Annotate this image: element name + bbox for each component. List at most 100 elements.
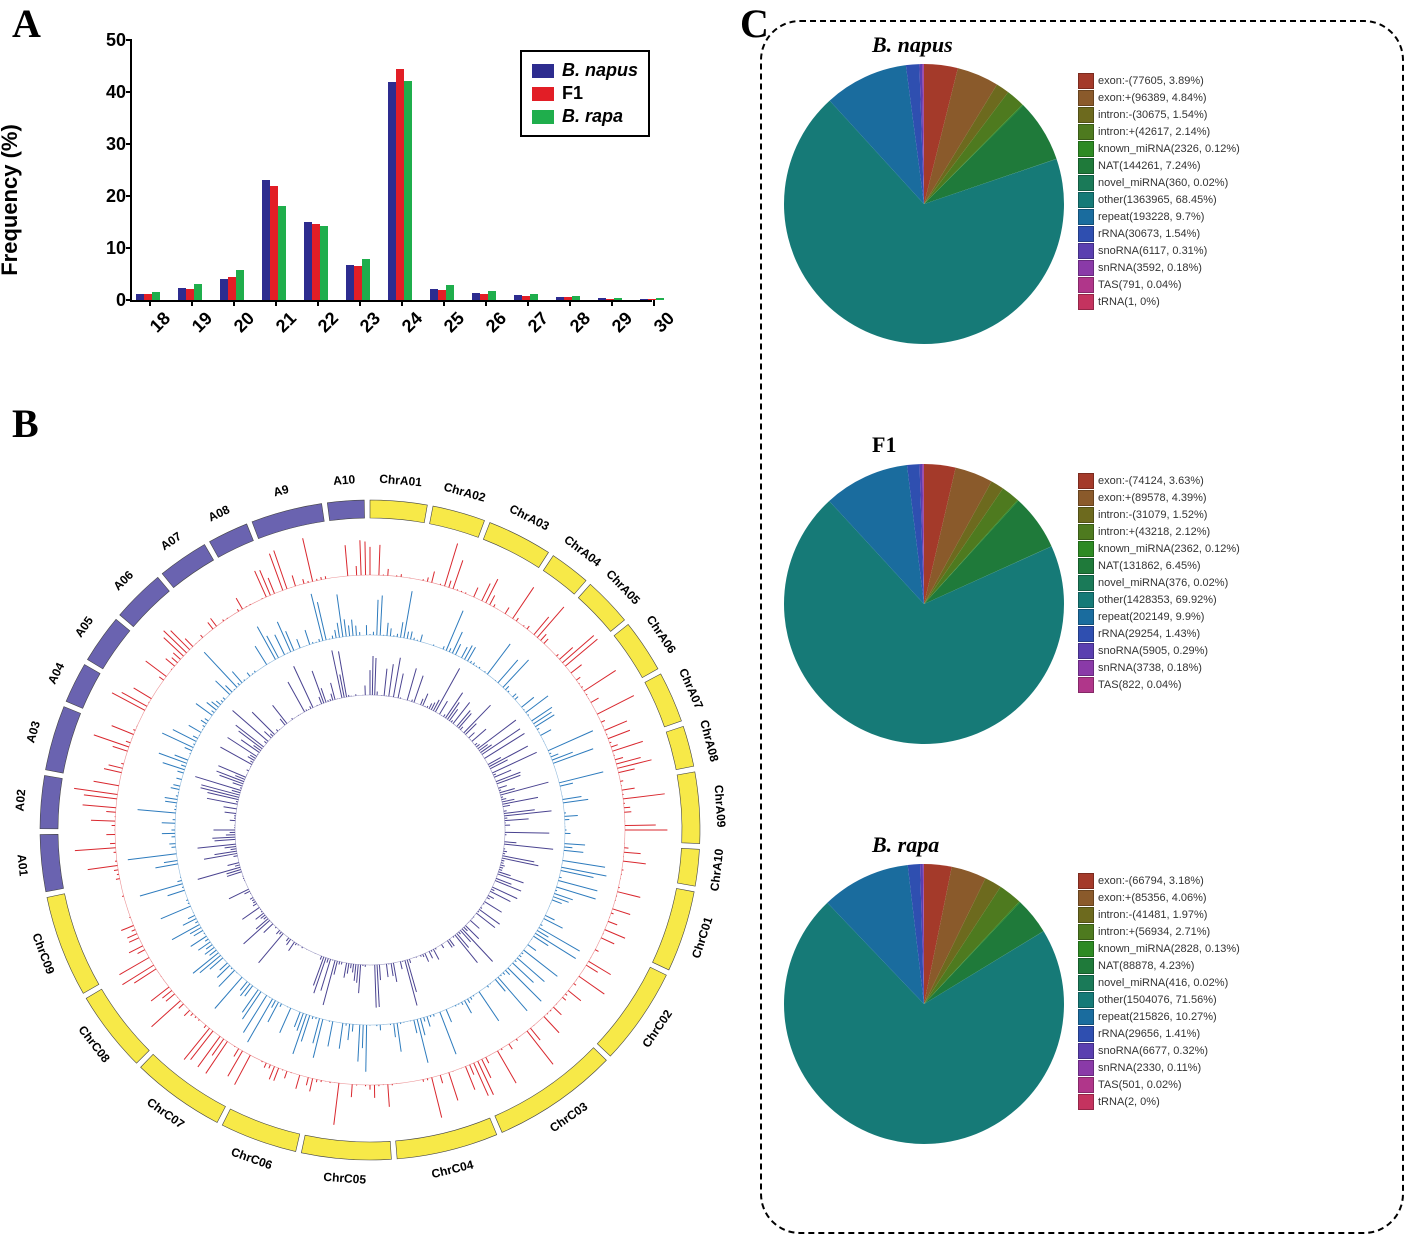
pie-legend-swatch bbox=[1078, 575, 1094, 591]
bar bbox=[152, 292, 160, 300]
pie-legend-swatch bbox=[1078, 1026, 1094, 1042]
legend-swatch bbox=[532, 87, 554, 101]
bar bbox=[354, 266, 362, 300]
pie-legend-swatch bbox=[1078, 1077, 1094, 1093]
pie-legend-text: rRNA(29254, 1.43%) bbox=[1098, 628, 1200, 640]
pie-legend-row: intron:+(56934, 2.71%) bbox=[1078, 924, 1240, 940]
pie-legend-text: intron:+(56934, 2.71%) bbox=[1098, 926, 1210, 938]
pie-legend-text: exon:+(89578, 4.39%) bbox=[1098, 492, 1207, 504]
chromosome-label: A05 bbox=[72, 614, 96, 640]
ideogram-arc bbox=[370, 500, 427, 523]
pie-legend-row: other(1363965, 68.45%) bbox=[1078, 192, 1240, 208]
pie-legend-row: other(1504076, 71.56%) bbox=[1078, 992, 1240, 1008]
pie-legend-text: known_miRNA(2828, 0.13%) bbox=[1098, 943, 1240, 955]
ideogram-arc bbox=[47, 894, 99, 994]
pie-legend-text: repeat(193228, 9.7%) bbox=[1098, 211, 1204, 223]
pie-legend-row: intron:+(42617, 2.14%) bbox=[1078, 124, 1240, 140]
legend-swatch bbox=[532, 64, 554, 78]
pie-legend: exon:-(74124, 3.63%) exon:+(89578, 4.39%)… bbox=[1078, 472, 1240, 694]
pie-legend-text: exon:+(85356, 4.06%) bbox=[1098, 892, 1207, 904]
x-tick-label: 25 bbox=[426, 308, 469, 351]
pie-legend-row: repeat(193228, 9.7%) bbox=[1078, 209, 1240, 225]
pie-legend-text: repeat(215826, 10.27%) bbox=[1098, 1011, 1217, 1023]
pie-legend-swatch bbox=[1078, 524, 1094, 540]
pie-legend-row: tRNA(2, 0%) bbox=[1078, 1094, 1240, 1110]
ideogram-arc bbox=[46, 707, 81, 773]
x-tick-label: 29 bbox=[594, 308, 637, 351]
pie-legend-swatch bbox=[1078, 158, 1094, 174]
pie-legend-row: NAT(131862, 6.45%) bbox=[1078, 558, 1240, 574]
pie-legend-text: repeat(202149, 9.9%) bbox=[1098, 611, 1204, 623]
pie-legend-swatch bbox=[1078, 124, 1094, 140]
bar bbox=[320, 226, 328, 300]
bar bbox=[514, 295, 522, 300]
pie-legend-swatch bbox=[1078, 924, 1094, 940]
pie-legend-row: tRNA(1, 0%) bbox=[1078, 294, 1240, 310]
pie-legend-swatch bbox=[1078, 192, 1094, 208]
bar bbox=[572, 296, 580, 300]
bar bbox=[194, 284, 202, 300]
pie-legend-text: rRNA(29656, 1.41%) bbox=[1098, 1028, 1200, 1040]
chromosome-label: ChrC09 bbox=[29, 931, 57, 976]
pie-legend-swatch bbox=[1078, 643, 1094, 659]
pie-legend-text: snoRNA(6117, 0.31%) bbox=[1098, 245, 1207, 257]
pie-legend-text: novel_miRNA(416, 0.02%) bbox=[1098, 977, 1228, 989]
pie-legend-text: snRNA(3592, 0.18%) bbox=[1098, 262, 1202, 274]
pie-legend-text: exon:+(96389, 4.84%) bbox=[1098, 92, 1207, 104]
pie-legend-text: exon:-(77605, 3.89%) bbox=[1098, 75, 1204, 87]
x-tick-label: 28 bbox=[552, 308, 595, 351]
x-tick-label: 23 bbox=[342, 308, 385, 351]
pie-legend-row: exon:-(74124, 3.63%) bbox=[1078, 473, 1240, 489]
pie-legend-row: TAS(822, 0.04%) bbox=[1078, 677, 1240, 693]
pie-legend-row: TAS(791, 0.04%) bbox=[1078, 277, 1240, 293]
pie-legend-row: novel_miRNA(376, 0.02%) bbox=[1078, 575, 1240, 591]
pie-legend-row: TAS(501, 0.02%) bbox=[1078, 1077, 1240, 1093]
chromosome-label: ChrA06 bbox=[644, 613, 680, 657]
pie-legend-text: NAT(88878, 4.23%) bbox=[1098, 960, 1194, 972]
pie-legend-swatch bbox=[1078, 660, 1094, 676]
pie-legend-text: exon:-(66794, 3.18%) bbox=[1098, 875, 1204, 887]
ideogram-arc bbox=[677, 848, 699, 886]
chromosome-label: A04 bbox=[45, 660, 68, 686]
pie-legend-row: repeat(202149, 9.9%) bbox=[1078, 609, 1240, 625]
pie-legend-swatch bbox=[1078, 226, 1094, 242]
pie-legend-swatch bbox=[1078, 890, 1094, 906]
ideogram-arc bbox=[597, 967, 666, 1056]
legend-row: B. napus bbox=[532, 60, 638, 81]
pie-legend-text: known_miRNA(2362, 0.12%) bbox=[1098, 543, 1240, 555]
pie-legend-swatch bbox=[1078, 626, 1094, 642]
pie-legend-swatch bbox=[1078, 1009, 1094, 1025]
chromosome-label: ChrA05 bbox=[603, 567, 643, 608]
x-tick-label: 19 bbox=[174, 308, 217, 351]
chromosome-label: A02 bbox=[13, 788, 29, 811]
pie-legend-text: intron:+(43218, 2.12%) bbox=[1098, 526, 1210, 538]
pie-legend-swatch bbox=[1078, 677, 1094, 693]
x-tick-label: 18 bbox=[132, 308, 175, 351]
pie-legend-text: known_miRNA(2326, 0.12%) bbox=[1098, 143, 1240, 155]
y-tick-label: 0 bbox=[92, 290, 126, 311]
pie-legend-row: exon:-(66794, 3.18%) bbox=[1078, 873, 1240, 889]
ideogram-arc bbox=[543, 556, 586, 595]
figure-root: A B C Frequency (%) 01020304050181920212… bbox=[0, 0, 1418, 1251]
pie-legend-swatch bbox=[1078, 141, 1094, 157]
ideogram-arc bbox=[430, 506, 485, 537]
pie-legend-swatch bbox=[1078, 73, 1094, 89]
pie-legend: exon:-(77605, 3.89%) exon:+(96389, 4.84%)… bbox=[1078, 72, 1240, 311]
bar bbox=[530, 294, 538, 300]
pie-legend-row: rRNA(30673, 1.54%) bbox=[1078, 226, 1240, 242]
bar bbox=[640, 299, 648, 300]
ideogram-arc bbox=[87, 619, 129, 669]
bar bbox=[388, 82, 396, 300]
pie-legend-text: novel_miRNA(360, 0.02%) bbox=[1098, 177, 1228, 189]
pie-legend-swatch bbox=[1078, 541, 1094, 557]
legend-swatch bbox=[532, 110, 554, 124]
bar bbox=[438, 290, 446, 300]
pie-svg bbox=[782, 862, 1066, 1146]
bar bbox=[270, 186, 278, 300]
circos-svg: ChrA01ChrA02ChrA03ChrA04ChrA05ChrA06ChrA… bbox=[10, 420, 730, 1240]
bar bbox=[614, 298, 622, 300]
legend-row: F1 bbox=[532, 83, 638, 104]
chromosome-label: ChrA10 bbox=[707, 848, 726, 892]
ideogram-arc bbox=[40, 775, 62, 828]
pie-legend-row: snRNA(2330, 0.11%) bbox=[1078, 1060, 1240, 1076]
